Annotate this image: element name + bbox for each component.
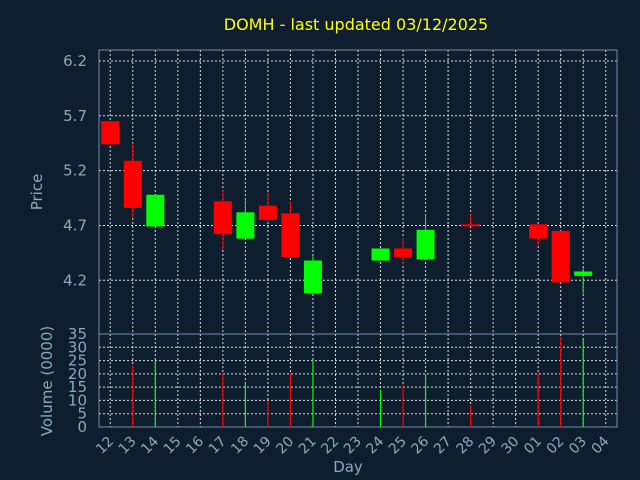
x-tick-labels: 1213141516171819202122232425262728293001… <box>93 433 612 457</box>
candle-body <box>529 224 548 239</box>
candle-body <box>123 160 142 208</box>
volume-y-tick-label: 0 <box>77 418 87 436</box>
candle <box>371 248 390 261</box>
candle-body <box>416 229 435 260</box>
price-y-tick-label: 4.2 <box>63 271 87 289</box>
volume-y-tick-label: 30 <box>68 338 87 356</box>
candle-body <box>101 121 120 145</box>
candle-body <box>303 260 322 294</box>
candle <box>123 143 142 218</box>
price-y-tick-labels: 4.2 4.7 5.2 5.7 6.2 <box>63 52 87 289</box>
candle <box>146 194 165 227</box>
candle-body <box>551 230 570 283</box>
volume-plot-frame <box>98 333 618 428</box>
candle <box>394 237 413 264</box>
price-y-tick-label: 5.2 <box>63 162 87 180</box>
candle-body <box>146 194 165 227</box>
price-y-tick-label: 4.7 <box>63 216 87 234</box>
volume-axis-label: Volume (0000) <box>38 326 56 436</box>
volume-y-tick-label: 15 <box>68 378 87 396</box>
chart-title: DOMH - last updated 03/12/2025 <box>224 15 488 34</box>
candle <box>281 201 300 258</box>
candle <box>574 268 593 294</box>
volume-y-tick-label: 25 <box>68 352 87 370</box>
candle <box>551 230 570 283</box>
volume-bars <box>132 336 584 427</box>
candle <box>529 224 548 246</box>
candle <box>258 192 277 222</box>
candle-body <box>258 205 277 220</box>
candles <box>101 121 593 294</box>
volume-y-tick-label: 10 <box>68 391 87 409</box>
candle <box>213 190 232 250</box>
candle <box>236 198 255 239</box>
candle-body <box>371 248 390 261</box>
candle-body <box>574 271 593 276</box>
candle-body <box>461 224 480 227</box>
candle-body <box>394 248 413 258</box>
candle-body <box>213 201 232 235</box>
price-y-tick-label: 6.2 <box>63 52 87 70</box>
price-axis-label: Price <box>28 174 46 211</box>
volume-y-tick-label: 5 <box>77 405 87 423</box>
volume-y-tick-label: 35 <box>68 325 87 343</box>
candle <box>101 121 120 145</box>
volume-y-tick-label: 20 <box>68 365 87 383</box>
price-gridlines <box>99 50 617 334</box>
x-axis-label: Day <box>333 458 363 476</box>
candle <box>303 256 322 294</box>
candle-body <box>236 212 255 239</box>
candle <box>461 214 480 227</box>
candle <box>416 214 435 260</box>
candle-body <box>281 213 300 258</box>
price-y-tick-label: 5.7 <box>63 107 87 125</box>
